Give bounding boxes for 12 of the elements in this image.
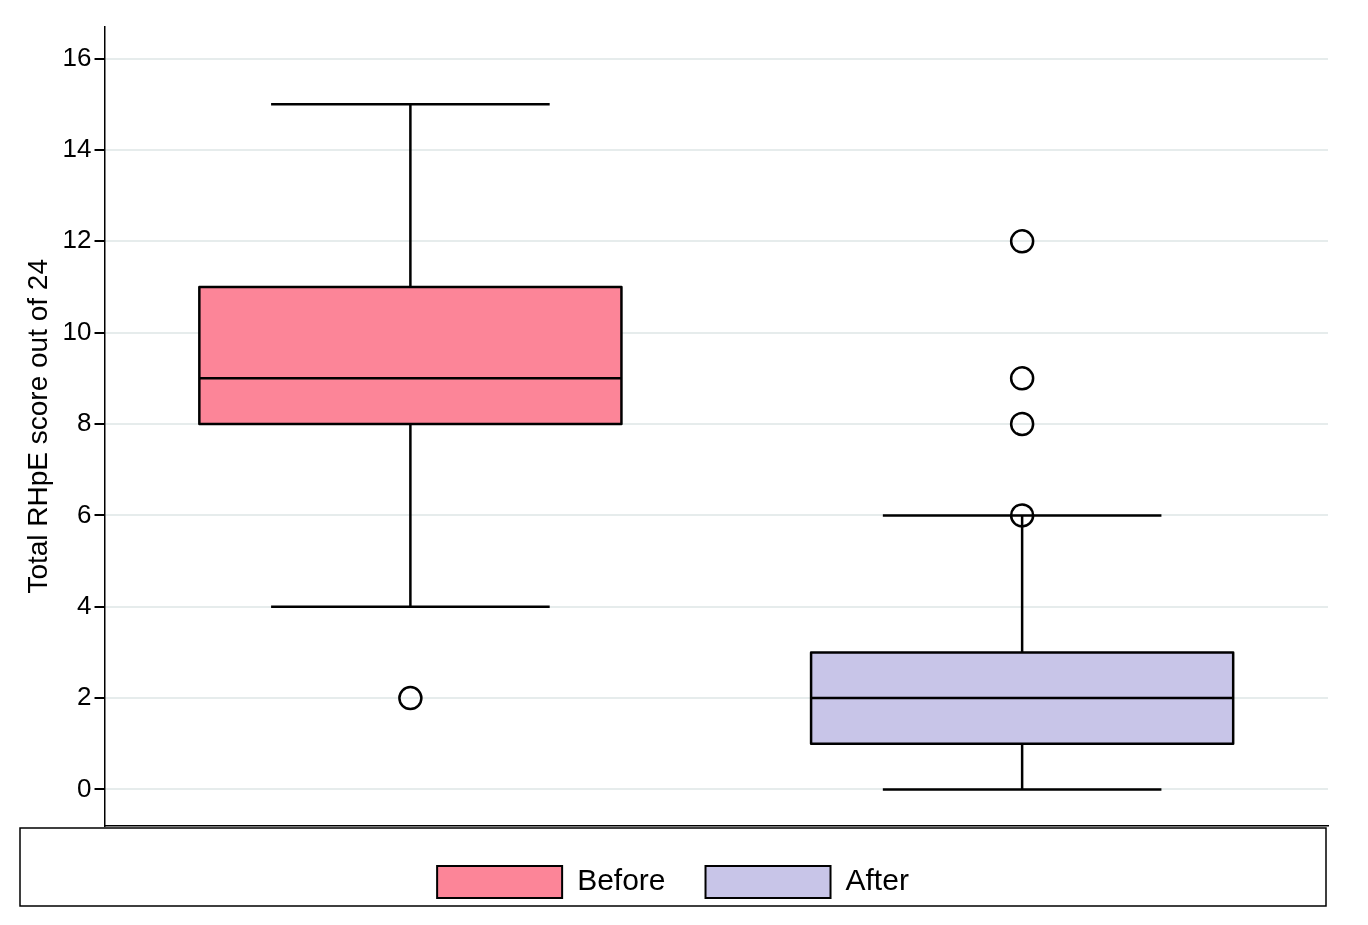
y-tick-label: 16 bbox=[62, 41, 92, 72]
y-tick-label: 4 bbox=[77, 589, 92, 620]
y-tick-label: 6 bbox=[77, 498, 92, 529]
y-tick-label: 10 bbox=[62, 315, 92, 346]
y-tick-label: 0 bbox=[77, 772, 92, 803]
legend-label: Before bbox=[577, 863, 666, 897]
y-tick-label: 8 bbox=[77, 407, 92, 438]
legend-label: After bbox=[845, 863, 909, 897]
y-tick-label: 2 bbox=[77, 681, 92, 712]
y-tick-label: 14 bbox=[62, 133, 92, 164]
y-axis-title: Total RHpE score out of 24 bbox=[21, 258, 53, 594]
y-tick-label: 12 bbox=[62, 224, 92, 255]
